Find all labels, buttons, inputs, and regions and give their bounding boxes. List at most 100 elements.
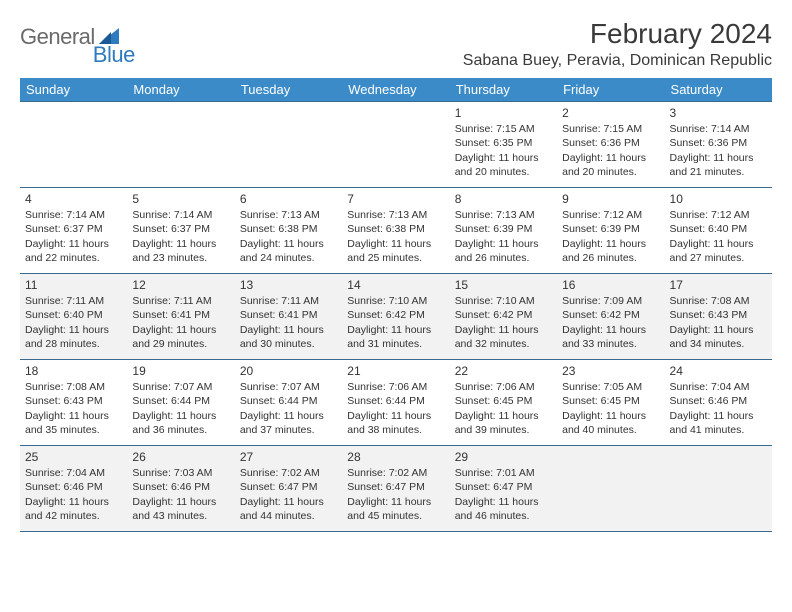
sunset-text: Sunset: 6:41 PM <box>240 308 337 322</box>
sunset-text: Sunset: 6:43 PM <box>25 394 122 408</box>
daylight-text: Daylight: 11 hours <box>240 495 337 509</box>
calendar-day-cell: 10Sunrise: 7:12 AMSunset: 6:40 PMDayligh… <box>665 188 772 274</box>
calendar-day-cell <box>557 446 664 532</box>
calendar-day-cell <box>342 102 449 188</box>
sunrise-text: Sunrise: 7:09 AM <box>562 294 659 308</box>
sunrise-text: Sunrise: 7:10 AM <box>347 294 444 308</box>
sunset-text: Sunset: 6:46 PM <box>132 480 229 494</box>
daylight-text: and 46 minutes. <box>455 509 552 523</box>
calendar-day-cell: 28Sunrise: 7:02 AMSunset: 6:47 PMDayligh… <box>342 446 449 532</box>
sunrise-text: Sunrise: 7:12 AM <box>670 208 767 222</box>
daylight-text: and 27 minutes. <box>670 251 767 265</box>
day-number: 5 <box>132 191 229 207</box>
calendar-day-cell: 7Sunrise: 7:13 AMSunset: 6:38 PMDaylight… <box>342 188 449 274</box>
calendar-day-cell: 18Sunrise: 7:08 AMSunset: 6:43 PMDayligh… <box>20 360 127 446</box>
sunrise-text: Sunrise: 7:07 AM <box>240 380 337 394</box>
daylight-text: and 20 minutes. <box>562 165 659 179</box>
daylight-text: Daylight: 11 hours <box>670 409 767 423</box>
day-number: 26 <box>132 449 229 465</box>
sunrise-text: Sunrise: 7:14 AM <box>132 208 229 222</box>
daylight-text: and 22 minutes. <box>25 251 122 265</box>
calendar-day-cell: 4Sunrise: 7:14 AMSunset: 6:37 PMDaylight… <box>20 188 127 274</box>
daylight-text: and 28 minutes. <box>25 337 122 351</box>
day-number: 10 <box>670 191 767 207</box>
sunset-text: Sunset: 6:40 PM <box>25 308 122 322</box>
daylight-text: and 39 minutes. <box>455 423 552 437</box>
sunset-text: Sunset: 6:42 PM <box>455 308 552 322</box>
calendar-week-row: 11Sunrise: 7:11 AMSunset: 6:40 PMDayligh… <box>20 274 772 360</box>
sunrise-text: Sunrise: 7:13 AM <box>240 208 337 222</box>
daylight-text: Daylight: 11 hours <box>670 237 767 251</box>
location: Sabana Buey, Peravia, Dominican Republic <box>463 52 772 70</box>
calendar-week-row: 25Sunrise: 7:04 AMSunset: 6:46 PMDayligh… <box>20 446 772 532</box>
logo-text-blue: Blue <box>93 42 135 68</box>
calendar-day-cell <box>235 102 342 188</box>
daylight-text: Daylight: 11 hours <box>455 237 552 251</box>
sunrise-text: Sunrise: 7:08 AM <box>25 380 122 394</box>
daylight-text: and 26 minutes. <box>455 251 552 265</box>
daylight-text: and 29 minutes. <box>132 337 229 351</box>
sunrise-text: Sunrise: 7:14 AM <box>670 122 767 136</box>
daylight-text: and 45 minutes. <box>347 509 444 523</box>
daylight-text: Daylight: 11 hours <box>240 409 337 423</box>
calendar-day-cell: 15Sunrise: 7:10 AMSunset: 6:42 PMDayligh… <box>450 274 557 360</box>
day-number: 4 <box>25 191 122 207</box>
daylight-text: and 37 minutes. <box>240 423 337 437</box>
sunset-text: Sunset: 6:42 PM <box>347 308 444 322</box>
calendar-day-cell: 21Sunrise: 7:06 AMSunset: 6:44 PMDayligh… <box>342 360 449 446</box>
daylight-text: Daylight: 11 hours <box>25 409 122 423</box>
daylight-text: and 30 minutes. <box>240 337 337 351</box>
daylight-text: Daylight: 11 hours <box>455 323 552 337</box>
daylight-text: Daylight: 11 hours <box>25 237 122 251</box>
sunset-text: Sunset: 6:36 PM <box>670 136 767 150</box>
day-number: 13 <box>240 277 337 293</box>
header: General Blue February 2024 Sabana Buey, … <box>20 18 772 70</box>
day-number: 23 <box>562 363 659 379</box>
daylight-text: Daylight: 11 hours <box>25 323 122 337</box>
sunrise-text: Sunrise: 7:14 AM <box>25 208 122 222</box>
day-number: 9 <box>562 191 659 207</box>
daylight-text: and 23 minutes. <box>132 251 229 265</box>
calendar-day-cell: 27Sunrise: 7:02 AMSunset: 6:47 PMDayligh… <box>235 446 342 532</box>
sunset-text: Sunset: 6:45 PM <box>455 394 552 408</box>
sunrise-text: Sunrise: 7:13 AM <box>347 208 444 222</box>
sunset-text: Sunset: 6:47 PM <box>240 480 337 494</box>
calendar-day-cell: 12Sunrise: 7:11 AMSunset: 6:41 PMDayligh… <box>127 274 234 360</box>
weekday-header: Sunday <box>20 78 127 102</box>
daylight-text: and 21 minutes. <box>670 165 767 179</box>
sunrise-text: Sunrise: 7:10 AM <box>455 294 552 308</box>
calendar-day-cell <box>665 446 772 532</box>
day-number: 29 <box>455 449 552 465</box>
daylight-text: Daylight: 11 hours <box>455 495 552 509</box>
calendar-day-cell: 11Sunrise: 7:11 AMSunset: 6:40 PMDayligh… <box>20 274 127 360</box>
sunrise-text: Sunrise: 7:11 AM <box>240 294 337 308</box>
calendar-day-cell <box>127 102 234 188</box>
calendar-day-cell: 14Sunrise: 7:10 AMSunset: 6:42 PMDayligh… <box>342 274 449 360</box>
daylight-text: Daylight: 11 hours <box>132 409 229 423</box>
daylight-text: Daylight: 11 hours <box>455 409 552 423</box>
daylight-text: and 34 minutes. <box>670 337 767 351</box>
sunrise-text: Sunrise: 7:03 AM <box>132 466 229 480</box>
calendar-day-cell: 22Sunrise: 7:06 AMSunset: 6:45 PMDayligh… <box>450 360 557 446</box>
weekday-header-row: Sunday Monday Tuesday Wednesday Thursday… <box>20 78 772 102</box>
daylight-text: and 25 minutes. <box>347 251 444 265</box>
calendar-day-cell: 8Sunrise: 7:13 AMSunset: 6:39 PMDaylight… <box>450 188 557 274</box>
sunrise-text: Sunrise: 7:08 AM <box>670 294 767 308</box>
daylight-text: Daylight: 11 hours <box>562 409 659 423</box>
day-number: 15 <box>455 277 552 293</box>
sunset-text: Sunset: 6:46 PM <box>670 394 767 408</box>
sunrise-text: Sunrise: 7:15 AM <box>455 122 552 136</box>
daylight-text: Daylight: 11 hours <box>562 237 659 251</box>
daylight-text: and 36 minutes. <box>132 423 229 437</box>
calendar-table: Sunday Monday Tuesday Wednesday Thursday… <box>20 78 772 532</box>
day-number: 28 <box>347 449 444 465</box>
sunset-text: Sunset: 6:42 PM <box>562 308 659 322</box>
day-number: 18 <box>25 363 122 379</box>
calendar-day-cell: 5Sunrise: 7:14 AMSunset: 6:37 PMDaylight… <box>127 188 234 274</box>
calendar-day-cell: 20Sunrise: 7:07 AMSunset: 6:44 PMDayligh… <box>235 360 342 446</box>
day-number: 1 <box>455 105 552 121</box>
calendar-week-row: 4Sunrise: 7:14 AMSunset: 6:37 PMDaylight… <box>20 188 772 274</box>
daylight-text: and 24 minutes. <box>240 251 337 265</box>
daylight-text: Daylight: 11 hours <box>347 237 444 251</box>
calendar-day-cell: 2Sunrise: 7:15 AMSunset: 6:36 PMDaylight… <box>557 102 664 188</box>
